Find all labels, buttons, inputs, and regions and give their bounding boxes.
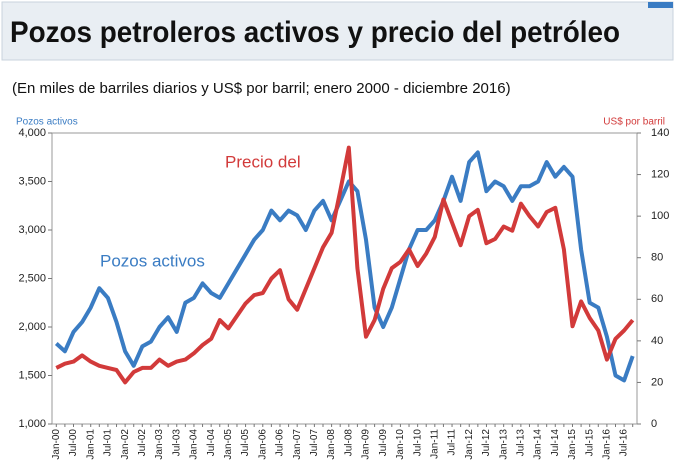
y2-tick-label: 40 [651,335,663,347]
x-tick-label: Jul-07 [309,429,320,457]
y2-tick-label: 20 [651,376,663,388]
x-tick-label: Jan-00 [51,429,62,460]
x-tick-label: Jul-08 [343,429,354,457]
chart-subtitle: (En miles de barriles diarios y US$ por … [12,80,511,97]
x-tick-label: Jul-13 [516,429,527,457]
x-tick-label: Jul-15 [584,429,595,457]
y2-tick-label: 0 [651,418,657,430]
x-tick-label: Jan-03 [154,429,165,460]
x-tick-label: Jan-04 [189,429,200,460]
x-tick-label: Jan-01 [85,429,96,460]
x-tick-label: Jul-01 [103,429,114,457]
x-tick-label: Jan-10 [395,429,406,460]
y2-axis-label: US$ por barril [603,117,665,128]
y-tick-label: 2,500 [18,272,46,284]
x-tick-label: Jul-06 [275,429,286,457]
x-tick-label: Jan-15 [567,429,578,460]
y2-tick-label: 140 [651,127,669,139]
x-tick-label: Jan-08 [326,429,337,460]
x-tick-label: Jul-11 [447,429,458,456]
y2-tick-label: 80 [651,252,663,264]
y2-tick-label: 60 [651,293,663,305]
y2-tick-label: 120 [651,168,669,180]
y-tick-label: 1,500 [18,369,46,381]
x-tick-label: Jan-12 [464,429,475,460]
x-tick-label: Jul-12 [481,429,492,457]
y-tick-label: 2,000 [18,321,46,333]
x-tick-label: Jul-04 [206,429,217,457]
y-tick-label: 3,000 [18,224,46,236]
x-tick-label: Jul-03 [171,429,182,457]
series-line [54,150,635,383]
x-tick-label: Jan-05 [223,429,234,460]
x-tick-label: Jul-16 [619,429,630,457]
x-tick-label: Jan-02 [120,429,131,460]
x-tick-label: Jul-09 [378,429,389,457]
x-tick-label: Jan-13 [498,429,509,460]
x-tick-label: Jul-14 [550,429,561,457]
x-tick-label: Jan-11 [429,429,440,459]
x-tick-label: Jan-09 [361,429,372,460]
y-tick-label: 4,000 [18,127,46,139]
y-tick-label: 3,500 [18,175,46,187]
y2-tick-label: 100 [651,210,669,222]
series-line [55,145,635,385]
y-axis-label: Pozos activos [16,117,78,128]
x-tick-label: Jul-10 [412,429,423,457]
x-tick-label: Jan-16 [602,429,613,460]
x-tick-label: Jul-00 [68,429,79,457]
x-tick-label: Jul-05 [240,429,251,457]
y-tick-label: 1,000 [18,418,46,430]
title-box [1,1,674,61]
x-tick-label: Jan-06 [257,429,268,460]
series-label: Precio del [225,152,301,171]
chart-title: Pozos petroleros activos y precio del pe… [10,16,620,49]
x-tick-label: Jul-02 [137,429,148,457]
x-tick-label: Jan-14 [533,429,544,460]
corner-accent [648,2,673,8]
series-label: Pozos activos [100,251,205,270]
x-tick-label: Jan-07 [292,429,303,460]
